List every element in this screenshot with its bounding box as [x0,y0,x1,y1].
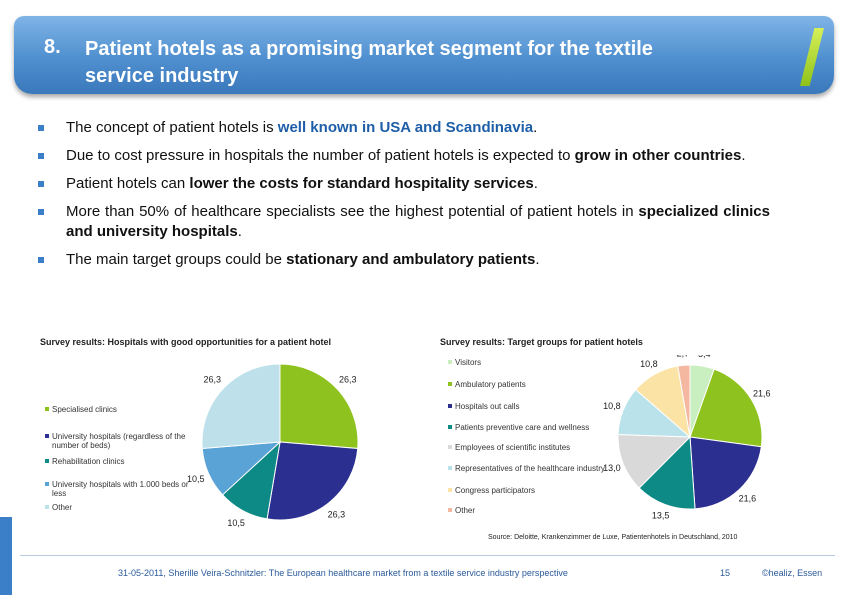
chart1-value-label-1: 26,3 [328,510,346,520]
banner-accent-shape [800,28,824,86]
chart1-legend-item: University hospitals with 1.000 beds or … [45,480,192,498]
chart1-legend-item: Other [45,503,192,512]
chart2-slice-4 [617,433,692,489]
title-number: 8. [44,36,61,58]
bullet-item: Due to cost pressure in hospitals the nu… [38,146,770,166]
chart2-legend-item: Employees of scientific institutes [448,443,615,452]
bullet-square-icon [38,181,44,187]
page-title: Patient hotels as a promising market seg… [85,38,653,87]
chart2-legend-item: Visitors [448,358,615,367]
chart2-value-label-7: 2,7 [677,355,690,358]
chart1-legend-item: Rehabilitation clinics [45,457,192,466]
bullet-square-icon [38,125,44,131]
chart2-legend-item: Other [448,506,615,515]
bullet-list: The concept of patient hotels is well kn… [38,118,770,278]
chart2-legend-item: Hospitals out calls [448,402,615,411]
bullet-item: The main target groups could be stationa… [38,250,770,270]
chart2-slice-7 [677,364,691,438]
bullet-square-icon [38,209,44,215]
footer-copyright: ©healiz, Essen [762,568,823,578]
chart1-title: Survey results: Hospitals with good oppo… [40,337,332,347]
chart1-slice-1 [266,441,359,521]
chart2-title: Survey results: Target groups for patien… [440,337,643,347]
chart2-legend-item: Ambulatory patients [448,380,615,389]
chart1-value-label-3: 10,5 [187,474,205,484]
bullet-item: The concept of patient hotels is well kn… [38,118,770,138]
chart1-value-label-0: 26,3 [339,375,357,385]
chart2-slice-3 [638,435,696,510]
chart2-slice-2 [689,436,762,510]
chart2-value-label-3: 13,5 [652,511,670,520]
bullet-square-icon [38,153,44,159]
bullet-square-icon [38,257,44,263]
bullet-item: Patient hotels can lower the costs for s… [38,174,770,194]
chart2-legend-item: Patients preventive care and wellness [448,423,615,432]
source-note: Source: Deloitte, Krankenzimmer de Luxe,… [488,534,738,541]
chart2-value-label-0: 5,4 [698,355,711,359]
bullet-item: More than 50% of healthcare specialists … [38,202,770,242]
chart1-value-label-2: 10,5 [227,518,245,528]
chart1-legend-item: Specialised clinics [45,405,192,414]
chart1-value-label-4: 26,3 [204,375,222,385]
chart2-value-label-6: 10,8 [640,359,658,369]
chart1-pie: 26,3 26,3 10,5 10,5 26,3 [187,363,359,528]
decorative-side-bar [0,517,12,595]
chart2-value-label-5: 10,8 [603,401,621,411]
chart2-pie: 5,4 21,6 21,6 13,5 13,0 10,8 10,8 2,7 [603,355,771,520]
title-banner [14,16,834,94]
chart1-legend-item: University hospitals (regardless of the … [45,432,192,450]
chart2-value-label-1: 21,6 [753,388,771,398]
chart1-slice-4 [201,363,281,450]
page-number: 15 [720,568,731,578]
chart2-legend-item: Congress participators [448,486,615,495]
chart2-value-label-4: 13,0 [603,463,621,473]
chart1-slice-0 [279,363,359,450]
chart2-legend-item: Representatives of the healthcare indust… [448,464,615,473]
footer-text: 31-05-2011, Sherille Veira-Schnitzler: T… [118,568,568,578]
chart2-value-label-2: 21,6 [739,493,757,503]
chart2-slice-1 [689,368,763,448]
footer-divider [20,555,835,556]
